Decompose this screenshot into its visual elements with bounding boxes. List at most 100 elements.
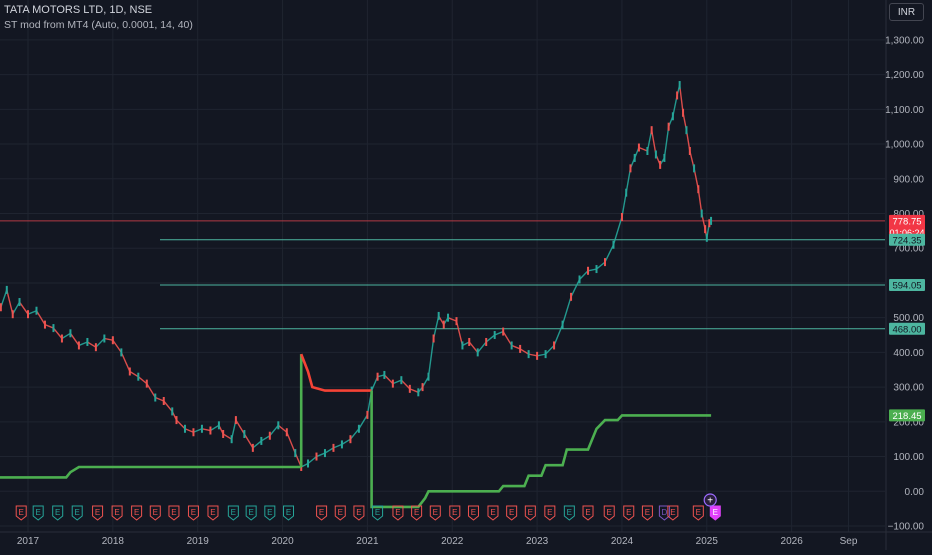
- candle: [209, 426, 212, 435]
- price-segment: [222, 433, 233, 440]
- y-tick-label: 1,000.00: [885, 140, 924, 151]
- y-tick-label: 300.00: [893, 383, 924, 394]
- earnings-marker[interactable]: [111, 505, 123, 521]
- currency-button[interactable]: INR: [889, 3, 924, 21]
- y-tick-label: 1,100.00: [885, 105, 924, 116]
- earnings-marker[interactable]: [131, 505, 143, 521]
- price-segment: [129, 370, 139, 378]
- earnings-marker[interactable]: [316, 505, 328, 521]
- earnings-marker[interactable]: [487, 505, 499, 521]
- earnings-marker[interactable]: [524, 505, 536, 521]
- earnings-marker-label: E: [153, 508, 158, 517]
- earnings-marker-label: E: [356, 508, 361, 517]
- x-tick-label: 2019: [187, 536, 210, 547]
- earnings-marker[interactable]: [623, 505, 635, 521]
- earnings-marker-label: E: [134, 508, 139, 517]
- symbol-title: TATA MOTORS LTD, 1D, NSE: [4, 4, 153, 16]
- current-price-label-bg: [889, 214, 925, 239]
- earnings-marker[interactable]: [667, 505, 679, 521]
- earnings-marker[interactable]: [282, 505, 294, 521]
- price-segment: [663, 126, 670, 159]
- earnings-marker[interactable]: [544, 505, 556, 521]
- earnings-marker[interactable]: [449, 505, 461, 521]
- earnings-marker[interactable]: [149, 505, 161, 521]
- earnings-marker[interactable]: [187, 505, 199, 521]
- earnings-marker[interactable]: [353, 505, 365, 521]
- candle: [183, 424, 186, 433]
- earnings-marker-label: E: [645, 508, 650, 517]
- candle: [654, 150, 657, 159]
- earnings-marker[interactable]: [506, 505, 518, 521]
- price-segment: [383, 374, 394, 385]
- earnings-marker-label: E: [567, 508, 572, 517]
- dividend-marker-label: D: [661, 508, 667, 517]
- supertrend-price-label: 218.45: [892, 411, 921, 422]
- y-tick-label: 0.00: [905, 487, 925, 498]
- earnings-marker-label: E: [452, 508, 457, 517]
- candle: [502, 327, 505, 336]
- candle: [18, 298, 21, 307]
- earnings-marker[interactable]: [92, 505, 104, 521]
- earnings-marker[interactable]: [392, 505, 404, 521]
- candle: [383, 370, 386, 379]
- earnings-marker[interactable]: [52, 505, 64, 521]
- candle: [251, 443, 254, 452]
- candle: [77, 341, 80, 350]
- price-segment: [175, 419, 186, 430]
- earnings-marker[interactable]: [71, 505, 83, 521]
- earnings-marker[interactable]: [692, 505, 704, 521]
- earnings-marker[interactable]: [15, 505, 27, 521]
- earnings-marker[interactable]: [467, 505, 479, 521]
- price-segment: [468, 341, 479, 353]
- candle: [35, 306, 38, 315]
- earnings-marker[interactable]: [411, 505, 423, 521]
- price-segment: [333, 443, 343, 449]
- price-segment: [235, 419, 245, 435]
- price-segment: [243, 433, 254, 449]
- earnings-marker[interactable]: [168, 505, 180, 521]
- price-segment: [536, 353, 546, 357]
- candle: [103, 334, 106, 343]
- candle: [485, 337, 488, 346]
- candle: [437, 311, 440, 320]
- earnings-marker-label: E: [171, 508, 176, 517]
- earnings-marker[interactable]: [563, 505, 575, 521]
- price-segment: [52, 327, 63, 339]
- earnings-marker-label: E: [319, 508, 324, 517]
- earnings-marker[interactable]: [245, 505, 257, 521]
- candle: [340, 440, 343, 449]
- earnings-marker[interactable]: [32, 505, 44, 521]
- price-segment: [324, 447, 334, 454]
- earnings-marker-label: E: [19, 508, 24, 517]
- earnings-marker[interactable]: [582, 505, 594, 521]
- price-segment: [511, 344, 521, 350]
- candle: [561, 320, 564, 329]
- candle: [217, 421, 220, 430]
- earnings-marker[interactable]: [603, 505, 615, 521]
- earnings-marker[interactable]: [227, 505, 239, 521]
- y-tick-label: 700.00: [893, 244, 924, 255]
- level-price-label: 594.05: [892, 281, 921, 292]
- price-segment: [612, 216, 623, 245]
- level-price-label-bg: [889, 322, 925, 335]
- earnings-marker[interactable]: [334, 505, 346, 521]
- earnings-marker[interactable]: [429, 505, 441, 521]
- future-earnings-marker[interactable]: [709, 505, 721, 521]
- candle: [468, 337, 471, 346]
- earnings-marker[interactable]: [207, 505, 219, 521]
- y-tick-label: 400.00: [893, 348, 924, 359]
- add-event-icon[interactable]: [703, 493, 717, 507]
- earnings-marker-label: E: [75, 508, 80, 517]
- candle: [408, 384, 411, 393]
- earnings-marker[interactable]: [264, 505, 276, 521]
- x-tick-label: 2026: [781, 536, 804, 547]
- earnings-marker-label: E: [585, 508, 590, 517]
- x-tick-label: 2021: [356, 536, 379, 547]
- earnings-marker[interactable]: [372, 505, 384, 521]
- price-segment: [18, 301, 29, 315]
- indicator-legend[interactable]: ST mod from MT4 (Auto, 0.0001, 14, 40): [4, 19, 193, 31]
- earnings-marker[interactable]: [641, 505, 653, 521]
